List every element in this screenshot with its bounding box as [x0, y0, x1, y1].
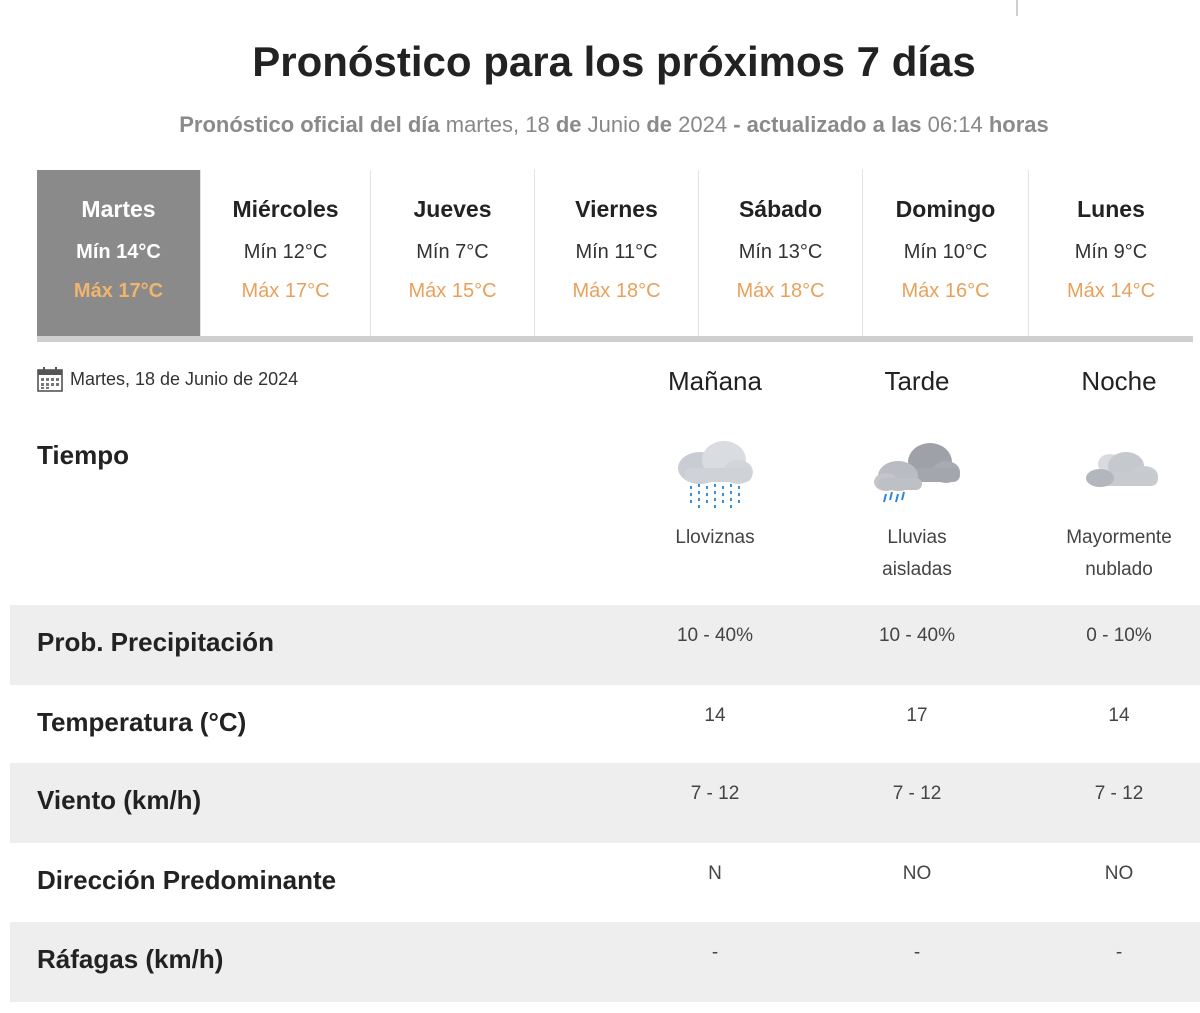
- value-noche: 0 - 10%: [1086, 625, 1152, 646]
- day-max-temp: Máx 18°C: [736, 280, 825, 302]
- weather-desc: Mayormente nublado: [1066, 527, 1172, 580]
- day-tab-viernes[interactable]: Viernes Mín 11°C Máx 18°C: [535, 170, 699, 336]
- weather-desc: Lluvias aisladas: [882, 527, 952, 580]
- day-name: Martes: [81, 196, 156, 222]
- subtitle-hours: horas: [988, 112, 1049, 137]
- value-manana: N: [708, 863, 722, 884]
- day-tab-jueves[interactable]: Jueves Mín 7°C Máx 15°C: [371, 170, 535, 336]
- row-direccion: Dirección Predominante N NO NO: [10, 843, 1200, 923]
- subtitle-de: de: [555, 112, 582, 137]
- period-noche: Noche: [1081, 366, 1157, 396]
- day-min-temp: Mín 11°C: [575, 241, 658, 263]
- day-name: Viernes: [575, 196, 658, 222]
- row-label: Viento (km/h): [37, 785, 202, 815]
- day-max-temp: Máx 16°C: [901, 280, 990, 302]
- day-max-temp: Máx 15°C: [408, 280, 497, 302]
- selected-date: Martes, 18 de Junio de 2024: [37, 366, 298, 392]
- row-label: Temperatura (°C): [37, 707, 247, 737]
- top-divider: [1016, 0, 1018, 16]
- day-max-temp: Máx 18°C: [572, 280, 661, 302]
- weather-noche: Mayormente nublado: [1019, 436, 1200, 586]
- day-tab-lunes[interactable]: Lunes Mín 9°C Máx 14°C: [1029, 170, 1193, 336]
- value-manana: 14: [704, 705, 726, 726]
- row-label: Ráfagas (km/h): [37, 944, 224, 974]
- tiempo-label: Tiempo: [37, 440, 129, 470]
- period-manana: Mañana: [668, 366, 762, 396]
- weather-tarde: Lluvias aisladas: [817, 436, 1017, 586]
- day-min-temp: Mín 13°C: [738, 241, 823, 263]
- subtitle-time: 06:14: [927, 112, 983, 137]
- weather-manana: Lloviznas: [615, 436, 815, 554]
- value-manana: 7 - 12: [690, 783, 740, 804]
- calendar-icon: [37, 367, 63, 392]
- selected-date-text: Martes, 18 de Junio de 2024: [70, 368, 299, 389]
- page-title: Pronóstico para los próximos 7 días: [252, 38, 976, 85]
- row-temperatura: Temperatura (°C) 14 17 14: [10, 685, 1200, 765]
- forecast-subtitle: Pronóstico oficial del día martes, 18 de…: [0, 112, 1200, 138]
- value-tarde: NO: [902, 863, 932, 884]
- value-tarde: 17: [906, 705, 928, 726]
- value-tarde: 7 - 12: [892, 783, 942, 804]
- value-tarde: 10 - 40%: [878, 625, 956, 646]
- value-noche: NO: [1104, 863, 1134, 884]
- value-noche: 14: [1108, 705, 1130, 726]
- day-min-temp: Mín 9°C: [1074, 241, 1148, 263]
- value-manana: -: [711, 942, 719, 963]
- day-max-temp: Máx 17°C: [241, 280, 330, 302]
- day-tab-miercoles[interactable]: Miércoles Mín 12°C Máx 17°C: [201, 170, 371, 336]
- day-name: Miércoles: [232, 196, 339, 222]
- value-tarde: -: [913, 942, 921, 963]
- value-manana: 10 - 40%: [676, 625, 754, 646]
- subtitle-weekday: martes, 18: [445, 112, 550, 137]
- day-min-temp: Mín 7°C: [416, 241, 489, 263]
- day-tabs: Martes Mín 14°C Máx 17°C Miércoles Mín 1…: [37, 170, 1193, 342]
- value-noche: 7 - 12: [1094, 783, 1144, 804]
- mostly-cloudy-night-icon: [1086, 452, 1158, 487]
- day-tab-sabado[interactable]: Sábado Mín 13°C Máx 18°C: [699, 170, 863, 336]
- day-min-temp: Mín 10°C: [903, 241, 988, 263]
- drizzle-cloud-icon: [678, 441, 753, 508]
- subtitle-prefix: Pronóstico oficial del día: [179, 112, 440, 137]
- day-name: Domingo: [895, 196, 996, 222]
- row-label: Dirección Predominante: [37, 865, 337, 895]
- day-min-temp: Mín 14°C: [76, 241, 161, 263]
- row-label: Prob. Precipitación: [37, 627, 274, 657]
- day-min-temp: Mín 12°C: [243, 241, 328, 263]
- subtitle-updated: - actualizado a las: [733, 112, 922, 137]
- row-viento: Viento (km/h) 7 - 12 7 - 12 7 - 12: [10, 763, 1200, 843]
- row-rafagas: Ráfagas (km/h) - - -: [10, 922, 1200, 1002]
- subtitle-year: 2024: [678, 112, 728, 137]
- day-name: Lunes: [1077, 196, 1145, 222]
- period-tarde: Tarde: [884, 366, 950, 396]
- subtitle-de: de: [646, 112, 673, 137]
- isolated-rain-cloud-icon: [874, 443, 960, 503]
- day-name: Jueves: [413, 196, 492, 222]
- row-prob-precipitacion: Prob. Precipitación 10 - 40% 10 - 40% 0 …: [10, 605, 1200, 685]
- day-tab-martes[interactable]: Martes Mín 14°C Máx 17°C: [37, 170, 201, 336]
- day-tab-domingo[interactable]: Domingo Mín 10°C Máx 16°C: [863, 170, 1029, 336]
- subtitle-month: Junio: [587, 112, 641, 137]
- weather-desc: Lloviznas: [675, 527, 755, 548]
- day-name: Sábado: [738, 196, 823, 222]
- day-max-temp: Máx 14°C: [1066, 280, 1156, 302]
- value-noche: -: [1115, 942, 1123, 963]
- day-max-temp: Máx 17°C: [73, 280, 164, 302]
